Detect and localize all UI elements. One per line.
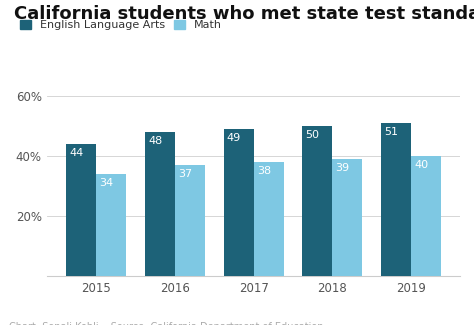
Text: 37: 37 — [178, 169, 192, 179]
Bar — [66, 144, 96, 276]
Bar — [145, 132, 175, 276]
Bar — [411, 156, 441, 276]
Text: 38: 38 — [257, 166, 271, 176]
Text: 44: 44 — [69, 148, 83, 158]
Bar — [224, 129, 254, 276]
Bar — [381, 123, 411, 276]
Text: 34: 34 — [99, 178, 113, 188]
Bar — [96, 174, 126, 276]
Text: 48: 48 — [148, 136, 162, 146]
Legend: English Language Arts, Math: English Language Arts, Math — [20, 20, 222, 30]
Bar — [302, 126, 332, 276]
Text: 49: 49 — [227, 133, 241, 143]
Bar — [254, 162, 283, 276]
Text: 50: 50 — [306, 130, 319, 140]
Text: California students who met state test standards: California students who met state test s… — [14, 5, 474, 23]
Text: 39: 39 — [336, 163, 350, 173]
Text: Chart: Sonali Kohli • Source: California Department of Education: Chart: Sonali Kohli • Source: California… — [9, 321, 324, 325]
Text: 40: 40 — [414, 160, 428, 170]
Bar — [332, 159, 362, 276]
Bar — [175, 165, 205, 276]
Text: 51: 51 — [384, 127, 398, 137]
